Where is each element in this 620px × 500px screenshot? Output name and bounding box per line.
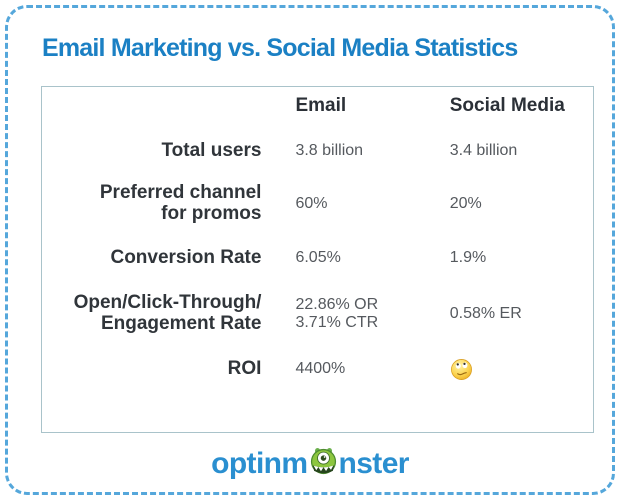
logo-text-suffix: nster (338, 447, 410, 480)
corner-cell (42, 87, 295, 125)
stats-table: Email Social Media Total users 3.8 billi… (41, 86, 594, 433)
email-value-preferred-channel: 60% (295, 195, 328, 213)
social-value-roi (450, 343, 593, 395)
email-value-engagement-rate: 22.86% OR 3.71% CTR (295, 296, 379, 331)
page-title: Email Marketing vs. Social Media Statist… (42, 34, 518, 62)
monster-icon (309, 447, 338, 476)
social-value-preferred-channel: 20% (449, 195, 482, 213)
row-label-preferred-channel: Preferred channel for promos (99, 182, 262, 224)
row-label-engagement-rate: Open/Click-Through/ Engagement Rate (73, 292, 262, 334)
row-label-conversion-rate: Conversion Rate (110, 246, 262, 268)
column-header-email: Email (295, 95, 347, 116)
infographic-card: Email Marketing vs. Social Media Statist… (5, 5, 615, 495)
social-value-engagement-rate: 0.58% ER (449, 305, 522, 323)
row-label-roi: ROI (227, 357, 262, 379)
email-value-conversion-rate: 6.05% (295, 249, 341, 267)
optinmonster-logo: optinm nster (8, 439, 612, 489)
row-label-total-users: Total users (161, 139, 262, 161)
logo-text-prefix: optinm (211, 447, 308, 480)
column-header-social-media: Social Media (449, 95, 565, 116)
social-value-total-users: 3.4 billion (449, 142, 518, 160)
email-value-total-users: 3.8 billion (295, 142, 364, 160)
email-value-roi: 4400% (295, 360, 346, 378)
rolling-eyes-emoji (450, 358, 473, 381)
social-value-conversion-rate: 1.9% (449, 249, 487, 267)
